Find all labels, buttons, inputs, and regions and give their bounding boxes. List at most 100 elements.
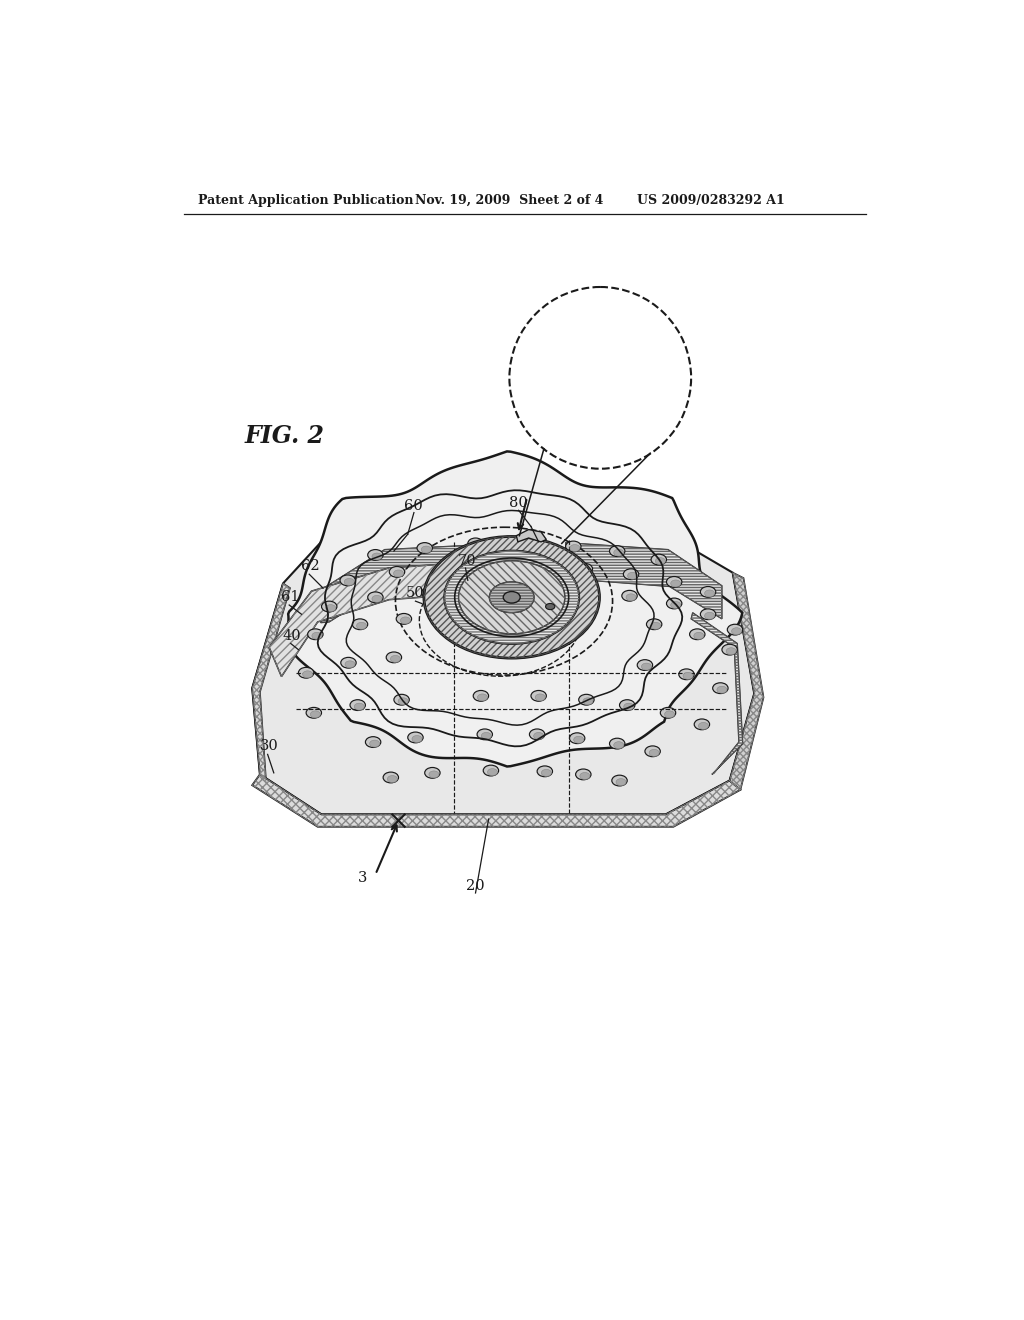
- Text: US 2009/0283292 A1: US 2009/0283292 A1: [637, 194, 785, 207]
- Text: 3: 3: [357, 871, 367, 886]
- Polygon shape: [252, 536, 755, 814]
- Ellipse shape: [312, 632, 322, 639]
- Ellipse shape: [609, 738, 625, 748]
- Ellipse shape: [396, 614, 412, 624]
- Ellipse shape: [622, 590, 637, 601]
- Ellipse shape: [700, 586, 716, 598]
- Text: 70: 70: [458, 554, 476, 568]
- Ellipse shape: [665, 711, 675, 718]
- Text: 40: 40: [283, 628, 301, 643]
- Ellipse shape: [326, 605, 336, 611]
- Ellipse shape: [624, 704, 634, 710]
- Ellipse shape: [683, 672, 693, 680]
- Ellipse shape: [641, 663, 651, 671]
- Ellipse shape: [370, 741, 380, 747]
- Ellipse shape: [473, 690, 488, 701]
- Ellipse shape: [628, 573, 638, 579]
- Ellipse shape: [620, 700, 635, 710]
- Ellipse shape: [444, 550, 580, 644]
- Ellipse shape: [580, 772, 590, 779]
- Ellipse shape: [408, 733, 423, 743]
- Ellipse shape: [613, 549, 624, 556]
- Ellipse shape: [421, 546, 431, 553]
- Ellipse shape: [345, 661, 355, 668]
- Polygon shape: [516, 529, 547, 543]
- Ellipse shape: [679, 669, 694, 680]
- Ellipse shape: [372, 553, 382, 560]
- Ellipse shape: [341, 657, 356, 668]
- Ellipse shape: [660, 708, 676, 718]
- Ellipse shape: [575, 770, 591, 780]
- Ellipse shape: [307, 628, 323, 640]
- Ellipse shape: [646, 619, 662, 630]
- Ellipse shape: [417, 543, 432, 553]
- Ellipse shape: [393, 570, 403, 577]
- Ellipse shape: [645, 746, 660, 756]
- Ellipse shape: [531, 690, 547, 701]
- Ellipse shape: [477, 729, 493, 739]
- Ellipse shape: [582, 566, 592, 574]
- Ellipse shape: [354, 704, 365, 710]
- Ellipse shape: [726, 648, 736, 655]
- Ellipse shape: [352, 619, 368, 630]
- Ellipse shape: [487, 768, 498, 776]
- Text: 80: 80: [509, 496, 528, 511]
- Ellipse shape: [573, 737, 584, 743]
- Ellipse shape: [616, 779, 626, 785]
- Ellipse shape: [569, 733, 585, 743]
- Text: 30: 30: [260, 739, 279, 752]
- Ellipse shape: [440, 561, 456, 572]
- Ellipse shape: [472, 541, 482, 548]
- Ellipse shape: [722, 644, 737, 655]
- Text: FIG. 2: FIG. 2: [245, 424, 325, 447]
- Ellipse shape: [387, 776, 397, 783]
- Ellipse shape: [356, 622, 367, 630]
- Ellipse shape: [503, 591, 520, 603]
- Ellipse shape: [626, 594, 636, 601]
- Ellipse shape: [583, 698, 593, 705]
- Ellipse shape: [398, 698, 409, 705]
- Polygon shape: [321, 544, 508, 623]
- Ellipse shape: [538, 766, 553, 776]
- Ellipse shape: [694, 632, 703, 639]
- Ellipse shape: [424, 536, 599, 659]
- Ellipse shape: [425, 767, 440, 779]
- Ellipse shape: [649, 750, 659, 756]
- Ellipse shape: [340, 576, 355, 586]
- Ellipse shape: [650, 622, 660, 630]
- Ellipse shape: [372, 595, 382, 602]
- Ellipse shape: [368, 549, 383, 561]
- Ellipse shape: [310, 711, 321, 718]
- Ellipse shape: [429, 771, 439, 777]
- Ellipse shape: [717, 686, 727, 693]
- Text: 61: 61: [281, 590, 299, 605]
- Ellipse shape: [389, 566, 404, 577]
- Ellipse shape: [637, 660, 652, 671]
- Ellipse shape: [394, 694, 410, 705]
- Ellipse shape: [489, 582, 535, 612]
- Polygon shape: [691, 612, 742, 775]
- Ellipse shape: [713, 682, 728, 693]
- Ellipse shape: [578, 564, 593, 574]
- Ellipse shape: [400, 616, 411, 624]
- Ellipse shape: [368, 591, 383, 603]
- Text: Nov. 19, 2009  Sheet 2 of 4: Nov. 19, 2009 Sheet 2 of 4: [416, 194, 604, 207]
- Ellipse shape: [303, 671, 312, 677]
- Ellipse shape: [624, 569, 639, 579]
- Ellipse shape: [444, 565, 455, 572]
- Ellipse shape: [306, 708, 322, 718]
- Polygon shape: [288, 451, 742, 767]
- Ellipse shape: [565, 541, 581, 552]
- Ellipse shape: [671, 579, 681, 587]
- Text: 60: 60: [403, 499, 423, 512]
- Polygon shape: [565, 543, 722, 619]
- Ellipse shape: [694, 719, 710, 730]
- Ellipse shape: [609, 545, 625, 557]
- Polygon shape: [252, 775, 740, 826]
- Ellipse shape: [322, 601, 337, 612]
- Ellipse shape: [705, 612, 715, 619]
- Ellipse shape: [529, 729, 545, 739]
- Ellipse shape: [667, 577, 682, 587]
- Text: 50: 50: [407, 586, 425, 601]
- Ellipse shape: [298, 668, 313, 678]
